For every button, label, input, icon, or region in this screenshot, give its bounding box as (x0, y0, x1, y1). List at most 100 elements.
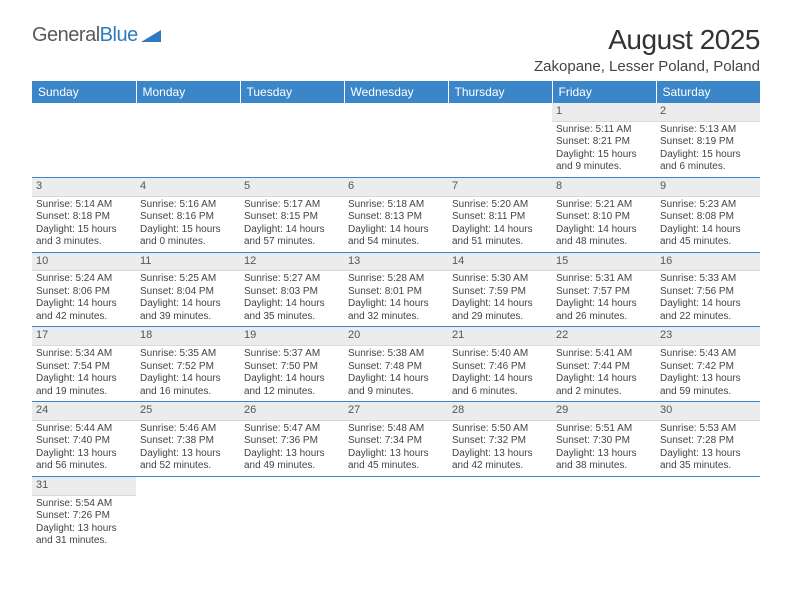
weekday-header: Thursday (448, 81, 552, 103)
weekday-header: Tuesday (240, 81, 344, 103)
day-data: Sunrise: 5:33 AMSunset: 7:56 PMDaylight:… (656, 271, 760, 326)
sunset-text: Sunset: 7:28 PM (660, 435, 756, 448)
calendar-day-cell (240, 103, 344, 177)
calendar-week-row: 1Sunrise: 5:11 AMSunset: 8:21 PMDaylight… (32, 103, 760, 177)
daylight-text-2: and 31 minutes. (36, 535, 132, 548)
day-number: 16 (656, 253, 760, 272)
day-number: 9 (656, 178, 760, 197)
sunset-text: Sunset: 8:16 PM (140, 211, 236, 224)
day-data: Sunrise: 5:25 AMSunset: 8:04 PMDaylight:… (136, 271, 240, 326)
sunrise-text: Sunrise: 5:24 AM (36, 273, 132, 286)
sunset-text: Sunset: 8:01 PM (348, 286, 444, 299)
calendar-day-cell (552, 476, 656, 550)
sunset-text: Sunset: 8:11 PM (452, 211, 548, 224)
day-number: 11 (136, 253, 240, 272)
calendar-table: Sunday Monday Tuesday Wednesday Thursday… (32, 81, 760, 551)
sunset-text: Sunset: 7:42 PM (660, 361, 756, 374)
sunrise-text: Sunrise: 5:53 AM (660, 423, 756, 436)
daylight-text-1: Daylight: 14 hours (140, 373, 236, 386)
calendar-day-cell: 10Sunrise: 5:24 AMSunset: 8:06 PMDayligh… (32, 252, 136, 327)
daylight-text-1: Daylight: 14 hours (140, 298, 236, 311)
day-data: Sunrise: 5:51 AMSunset: 7:30 PMDaylight:… (552, 421, 656, 476)
day-data: Sunrise: 5:13 AMSunset: 8:19 PMDaylight:… (656, 122, 760, 177)
daylight-text-2: and 45 minutes. (348, 460, 444, 473)
day-number: 10 (32, 253, 136, 272)
daylight-text-1: Daylight: 13 hours (36, 523, 132, 536)
day-data: Sunrise: 5:21 AMSunset: 8:10 PMDaylight:… (552, 197, 656, 252)
daylight-text-2: and 16 minutes. (140, 386, 236, 399)
daylight-text-2: and 9 minutes. (556, 161, 652, 174)
daylight-text-1: Daylight: 13 hours (556, 448, 652, 461)
day-data: Sunrise: 5:41 AMSunset: 7:44 PMDaylight:… (552, 346, 656, 401)
calendar-day-cell: 1Sunrise: 5:11 AMSunset: 8:21 PMDaylight… (552, 103, 656, 177)
calendar-day-cell: 6Sunrise: 5:18 AMSunset: 8:13 PMDaylight… (344, 177, 448, 252)
day-number: 8 (552, 178, 656, 197)
daylight-text-2: and 54 minutes. (348, 236, 444, 249)
daylight-text-2: and 45 minutes. (660, 236, 756, 249)
sunset-text: Sunset: 7:26 PM (36, 510, 132, 523)
daylight-text-1: Daylight: 14 hours (36, 298, 132, 311)
calendar-day-cell: 2Sunrise: 5:13 AMSunset: 8:19 PMDaylight… (656, 103, 760, 177)
day-data: Sunrise: 5:47 AMSunset: 7:36 PMDaylight:… (240, 421, 344, 476)
calendar-day-cell: 9Sunrise: 5:23 AMSunset: 8:08 PMDaylight… (656, 177, 760, 252)
day-data: Sunrise: 5:38 AMSunset: 7:48 PMDaylight:… (344, 346, 448, 401)
sunset-text: Sunset: 7:38 PM (140, 435, 236, 448)
calendar-day-cell: 17Sunrise: 5:34 AMSunset: 7:54 PMDayligh… (32, 327, 136, 402)
day-number: 5 (240, 178, 344, 197)
day-number: 1 (552, 103, 656, 122)
calendar-day-cell: 25Sunrise: 5:46 AMSunset: 7:38 PMDayligh… (136, 402, 240, 477)
calendar-day-cell (240, 476, 344, 550)
calendar-week-row: 17Sunrise: 5:34 AMSunset: 7:54 PMDayligh… (32, 327, 760, 402)
weekday-header: Friday (552, 81, 656, 103)
sunset-text: Sunset: 8:21 PM (556, 136, 652, 149)
sunrise-text: Sunrise: 5:17 AM (244, 199, 340, 212)
daylight-text-1: Daylight: 14 hours (348, 298, 444, 311)
day-data: Sunrise: 5:30 AMSunset: 7:59 PMDaylight:… (448, 271, 552, 326)
sunrise-text: Sunrise: 5:47 AM (244, 423, 340, 436)
day-number: 26 (240, 402, 344, 421)
daylight-text-1: Daylight: 14 hours (556, 373, 652, 386)
day-data: Sunrise: 5:35 AMSunset: 7:52 PMDaylight:… (136, 346, 240, 401)
calendar-day-cell: 30Sunrise: 5:53 AMSunset: 7:28 PMDayligh… (656, 402, 760, 477)
day-number: 3 (32, 178, 136, 197)
daylight-text-1: Daylight: 14 hours (36, 373, 132, 386)
day-data: Sunrise: 5:40 AMSunset: 7:46 PMDaylight:… (448, 346, 552, 401)
sunset-text: Sunset: 7:30 PM (556, 435, 652, 448)
sunset-text: Sunset: 8:03 PM (244, 286, 340, 299)
sunrise-text: Sunrise: 5:18 AM (348, 199, 444, 212)
sunrise-text: Sunrise: 5:33 AM (660, 273, 756, 286)
calendar-day-cell (32, 103, 136, 177)
calendar-day-cell: 8Sunrise: 5:21 AMSunset: 8:10 PMDaylight… (552, 177, 656, 252)
daylight-text-2: and 49 minutes. (244, 460, 340, 473)
flag-icon (141, 28, 163, 44)
sunset-text: Sunset: 7:34 PM (348, 435, 444, 448)
daylight-text-2: and 38 minutes. (556, 460, 652, 473)
daylight-text-1: Daylight: 14 hours (660, 298, 756, 311)
day-number: 21 (448, 327, 552, 346)
location-text: Zakopane, Lesser Poland, Poland (534, 58, 760, 75)
sunset-text: Sunset: 8:15 PM (244, 211, 340, 224)
day-number: 15 (552, 253, 656, 272)
calendar-day-cell: 13Sunrise: 5:28 AMSunset: 8:01 PMDayligh… (344, 252, 448, 327)
sunrise-text: Sunrise: 5:16 AM (140, 199, 236, 212)
day-data: Sunrise: 5:34 AMSunset: 7:54 PMDaylight:… (32, 346, 136, 401)
daylight-text-2: and 6 minutes. (660, 161, 756, 174)
day-data: Sunrise: 5:23 AMSunset: 8:08 PMDaylight:… (656, 197, 760, 252)
daylight-text-1: Daylight: 14 hours (556, 224, 652, 237)
sunset-text: Sunset: 7:56 PM (660, 286, 756, 299)
day-number: 23 (656, 327, 760, 346)
sunset-text: Sunset: 8:10 PM (556, 211, 652, 224)
day-data: Sunrise: 5:18 AMSunset: 8:13 PMDaylight:… (344, 197, 448, 252)
day-data: Sunrise: 5:11 AMSunset: 8:21 PMDaylight:… (552, 122, 656, 177)
calendar-week-row: 10Sunrise: 5:24 AMSunset: 8:06 PMDayligh… (32, 252, 760, 327)
daylight-text-1: Daylight: 15 hours (140, 224, 236, 237)
sunset-text: Sunset: 8:19 PM (660, 136, 756, 149)
day-data: Sunrise: 5:17 AMSunset: 8:15 PMDaylight:… (240, 197, 344, 252)
day-data: Sunrise: 5:16 AMSunset: 8:16 PMDaylight:… (136, 197, 240, 252)
weekday-header: Sunday (32, 81, 136, 103)
logo: GeneralBlue (32, 24, 163, 47)
calendar-day-cell: 3Sunrise: 5:14 AMSunset: 8:18 PMDaylight… (32, 177, 136, 252)
day-number: 27 (344, 402, 448, 421)
sunrise-text: Sunrise: 5:28 AM (348, 273, 444, 286)
sunset-text: Sunset: 7:46 PM (452, 361, 548, 374)
